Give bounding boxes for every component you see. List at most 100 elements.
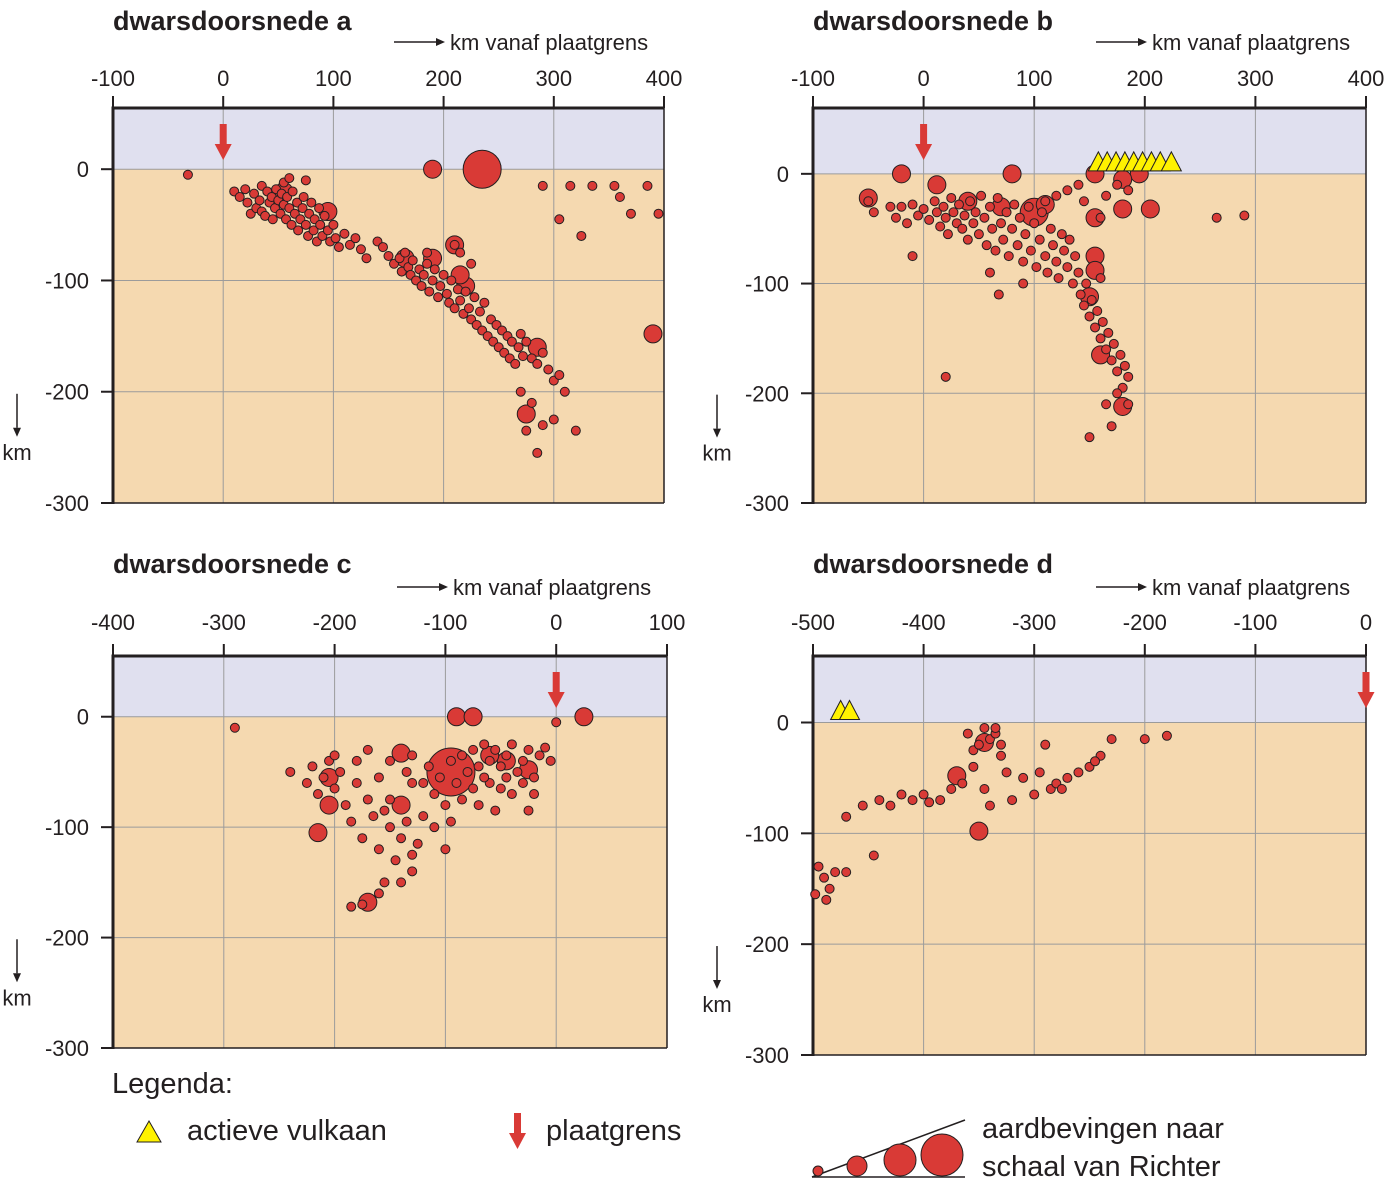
earthquake-point bbox=[422, 258, 433, 269]
earthquake-point bbox=[940, 212, 951, 223]
earthquake-point bbox=[254, 195, 265, 206]
earthquake-point bbox=[429, 264, 440, 275]
earthquake-point bbox=[1078, 300, 1089, 311]
x-axis-title: km vanaf plaatgrens bbox=[453, 575, 651, 600]
earthquake-point bbox=[996, 218, 1007, 229]
earthquake-point bbox=[957, 223, 968, 234]
chart-title: dwarsdoorsnede a bbox=[113, 6, 353, 36]
y-tick-label: -300 bbox=[45, 1036, 89, 1061]
earthquake-point bbox=[1056, 784, 1067, 794]
y-axis-arrowhead bbox=[13, 973, 21, 983]
legend-volcano-label: actieve vulkaan bbox=[187, 1115, 387, 1147]
earthquake-point bbox=[361, 253, 372, 264]
earthquake-point bbox=[868, 207, 879, 218]
earthquake-point bbox=[284, 173, 295, 184]
earthquake-point bbox=[418, 777, 429, 788]
earthquake-point bbox=[285, 766, 296, 777]
x-tick-label: 100 bbox=[1016, 66, 1053, 91]
earthquake-point bbox=[523, 744, 534, 755]
x-tick-label: 0 bbox=[1360, 610, 1372, 635]
y-tick-label: -100 bbox=[745, 272, 789, 297]
earthquake-point bbox=[308, 225, 319, 236]
earthquake-point bbox=[918, 789, 929, 800]
earthquake-point bbox=[466, 258, 477, 269]
earthquake-point bbox=[516, 404, 536, 424]
earthquake-point bbox=[841, 867, 852, 878]
x-axis-title: km vanaf plaatgrens bbox=[450, 30, 648, 55]
earthquake-point bbox=[543, 364, 554, 375]
air-layer bbox=[813, 656, 1366, 723]
earthquake-point bbox=[445, 755, 456, 766]
earthquake-point bbox=[1062, 772, 1073, 783]
earthquake-point bbox=[1095, 273, 1106, 284]
earthquake-point bbox=[1123, 371, 1134, 382]
earthquake-point bbox=[1034, 767, 1045, 778]
y-axis-arrowhead bbox=[713, 980, 721, 990]
earthquake-point bbox=[362, 744, 373, 755]
earthquake-point bbox=[362, 794, 373, 805]
earthquake-point bbox=[984, 201, 995, 212]
earthquake-point bbox=[390, 855, 401, 866]
earthquake-point bbox=[1014, 212, 1025, 223]
earthquake-point bbox=[841, 811, 852, 822]
plate-boundary-arrow bbox=[214, 124, 232, 160]
earthquake-point bbox=[653, 208, 664, 219]
earthquake-point bbox=[1239, 210, 1250, 221]
earthquake-point bbox=[249, 188, 260, 199]
earthquake-point bbox=[1040, 739, 1051, 750]
earthquake-point bbox=[506, 789, 517, 800]
earthquake-point bbox=[885, 800, 896, 811]
earthquake-point bbox=[1161, 730, 1172, 741]
y-axis-title: km bbox=[2, 985, 31, 1010]
earthquake-point bbox=[948, 207, 959, 218]
earthquake-point bbox=[383, 250, 394, 261]
earthquake-point bbox=[1095, 212, 1106, 223]
earthquake-point bbox=[319, 795, 339, 815]
earthquake-point bbox=[506, 336, 517, 347]
volcano-legend-icon bbox=[136, 1119, 162, 1143]
earthquake-point bbox=[314, 203, 325, 214]
x-axis-arrowhead bbox=[1138, 583, 1147, 591]
x-tick-label: 300 bbox=[535, 66, 572, 91]
earthquake-point bbox=[959, 210, 970, 221]
earthquake-point bbox=[385, 822, 395, 833]
earthquake-point bbox=[377, 242, 388, 253]
earthquake-point bbox=[457, 794, 468, 805]
y-tick-label: -200 bbox=[745, 381, 789, 406]
x-tick-label: 300 bbox=[1237, 66, 1274, 91]
earthquake-point bbox=[1003, 251, 1014, 262]
earthquake-point bbox=[330, 233, 341, 244]
earthquake-point bbox=[1081, 278, 1092, 289]
earthquake-point bbox=[474, 306, 485, 317]
legend-plate-label: plaatgrens bbox=[546, 1115, 681, 1147]
earthquake-point bbox=[355, 244, 366, 255]
earthquake-point bbox=[287, 186, 298, 197]
earthquake-point bbox=[902, 218, 913, 229]
earthquake-point bbox=[340, 800, 351, 811]
legend-quake-circle bbox=[920, 1133, 964, 1177]
earthquake-point bbox=[440, 800, 451, 811]
earthquake-point bbox=[857, 800, 868, 811]
earthquake-point bbox=[523, 805, 534, 816]
earthquake-point bbox=[1029, 789, 1040, 800]
y-tick-label: 0 bbox=[77, 705, 89, 730]
earthquake-point bbox=[957, 778, 968, 789]
y-tick-label: -100 bbox=[45, 815, 89, 840]
earthquake-point bbox=[446, 707, 466, 727]
earthquake-point bbox=[1020, 229, 1031, 240]
x-tick-label: 0 bbox=[917, 66, 929, 91]
earthquake-point bbox=[1106, 421, 1117, 432]
earthquake-point bbox=[510, 358, 521, 369]
earthquake-point bbox=[234, 192, 245, 203]
earthquake-point bbox=[391, 795, 411, 815]
earthquake-point bbox=[990, 723, 1001, 734]
chart-title: dwarsdoorsnede c bbox=[113, 549, 352, 579]
earthquake-point bbox=[907, 795, 918, 806]
earthquake-point bbox=[401, 816, 412, 827]
earthquake-point bbox=[545, 755, 556, 766]
earthquake-point bbox=[896, 201, 907, 212]
earthquake-point bbox=[1001, 207, 1012, 218]
earthquake-point bbox=[293, 225, 304, 236]
x-tick-label: -400 bbox=[902, 610, 946, 635]
earthquake-point bbox=[1056, 229, 1067, 240]
